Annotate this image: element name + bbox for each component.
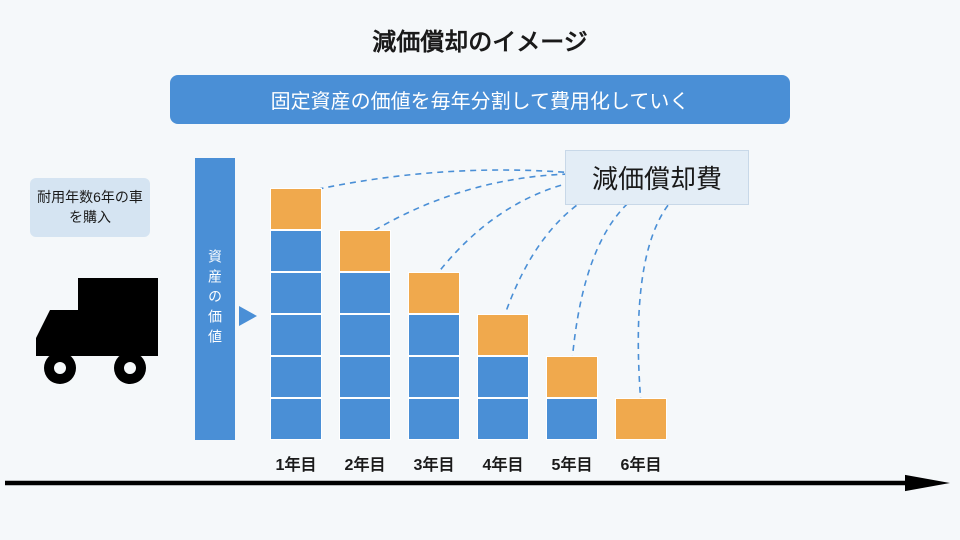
- segment-blue: [270, 314, 322, 356]
- year-bar: [615, 398, 667, 440]
- segment-blue: [477, 398, 529, 440]
- segment-blue: [408, 356, 460, 398]
- page-title: 減価償却のイメージ: [0, 0, 960, 57]
- asset-value-bar: 資産の価値: [195, 158, 235, 440]
- year-bar: [408, 272, 460, 440]
- year-bar: [477, 314, 529, 440]
- segment-orange: [615, 398, 667, 440]
- segment-blue: [339, 398, 391, 440]
- segment-orange: [408, 272, 460, 314]
- year-label: 1年目: [265, 451, 327, 475]
- year-bar: [339, 230, 391, 440]
- year-label: 5年目: [541, 451, 603, 475]
- segment-blue: [477, 356, 529, 398]
- segment-blue: [339, 272, 391, 314]
- segment-blue: [408, 314, 460, 356]
- arrow-right-icon: [237, 302, 265, 330]
- segment-orange: [339, 230, 391, 272]
- truck-label: 耐用年数6年の車を購入: [30, 178, 150, 237]
- year-label: 2年目: [334, 451, 396, 475]
- depreciation-callout: 減価償却費: [565, 150, 749, 205]
- segment-orange: [270, 188, 322, 230]
- segment-blue: [408, 398, 460, 440]
- year-bar: [270, 188, 322, 440]
- segment-blue: [270, 398, 322, 440]
- year-label: 6年目: [610, 451, 672, 475]
- subtitle-bar: 固定資産の価値を毎年分割して費用化していく: [170, 75, 790, 124]
- segment-blue: [339, 356, 391, 398]
- asset-bar-label: 資産の価値: [205, 249, 225, 349]
- truck-icon: [30, 260, 170, 400]
- segment-blue: [270, 356, 322, 398]
- segment-blue: [270, 272, 322, 314]
- segment-blue: [546, 398, 598, 440]
- year-label: 3年目: [403, 451, 465, 475]
- year-label: 4年目: [472, 451, 534, 475]
- segment-blue: [270, 230, 322, 272]
- year-bar: [546, 356, 598, 440]
- segment-blue: [339, 314, 391, 356]
- chart-area: 資産の価値 減価償却費 1年目 2年目 3年目 4年目 5年目 6年目: [195, 130, 915, 480]
- segment-orange: [546, 356, 598, 398]
- segment-orange: [477, 314, 529, 356]
